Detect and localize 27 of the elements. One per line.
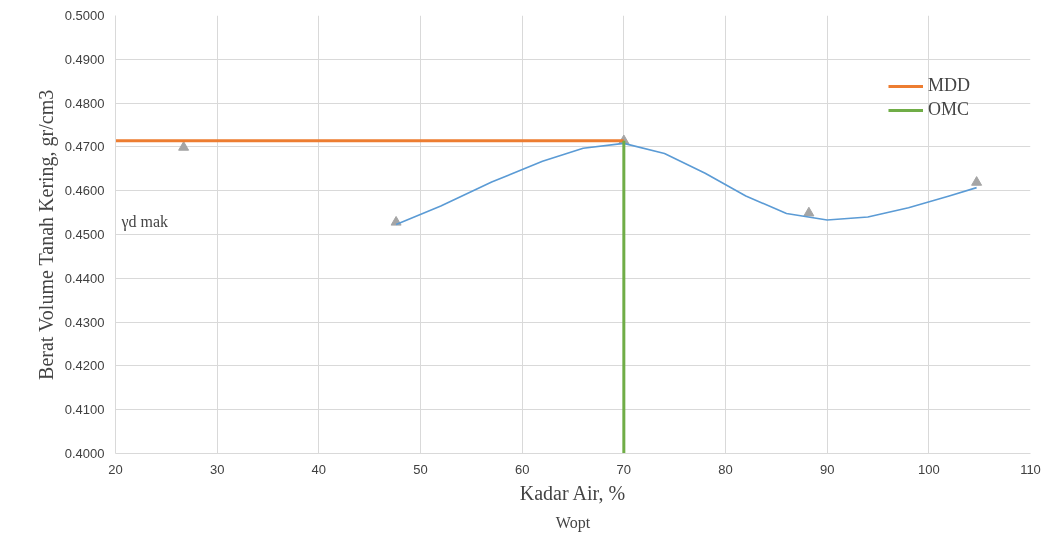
- x-tick-label: 50: [413, 461, 428, 477]
- y-tick-label: 0.4800: [64, 95, 105, 111]
- legend-label: MDD: [927, 75, 970, 96]
- legend-label: OMC: [927, 99, 969, 120]
- x-tick-label: 40: [311, 461, 327, 477]
- x-tick-label: 20: [108, 461, 123, 477]
- y-tick-label: 0.4900: [64, 51, 105, 67]
- x-tick-label: 100: [917, 461, 940, 477]
- text: Wopt: [555, 513, 591, 532]
- x-tick-label: 110: [1020, 461, 1041, 477]
- x-axis-title: Kadar Air, %: [519, 481, 626, 504]
- y-tick-label: 0.4700: [64, 139, 105, 155]
- x-tick-label: 70: [616, 461, 632, 477]
- y-tick-label: 0.4200: [64, 358, 105, 374]
- y-tick-label: 0.4500: [64, 227, 105, 242]
- y-tick-label: 0.4600: [64, 183, 105, 199]
- x-tick-label: 60: [514, 461, 530, 477]
- annotation: γd mak: [120, 213, 169, 232]
- x-tick-label: 90: [819, 461, 835, 477]
- y-tick-label: 0.4300: [64, 314, 105, 330]
- y-tick-label: 0.4100: [64, 402, 105, 418]
- y-axis-title: Berat Volume Tanah Kering, gr/cm3: [34, 89, 58, 380]
- y-tick-label: 0.4400: [64, 270, 105, 286]
- x-tick-label: 80: [718, 461, 733, 477]
- y-tick-label: 0.5000: [64, 8, 105, 23]
- y-tick-label: 0.4000: [64, 446, 105, 461]
- x-tick-label: 30: [209, 461, 225, 477]
